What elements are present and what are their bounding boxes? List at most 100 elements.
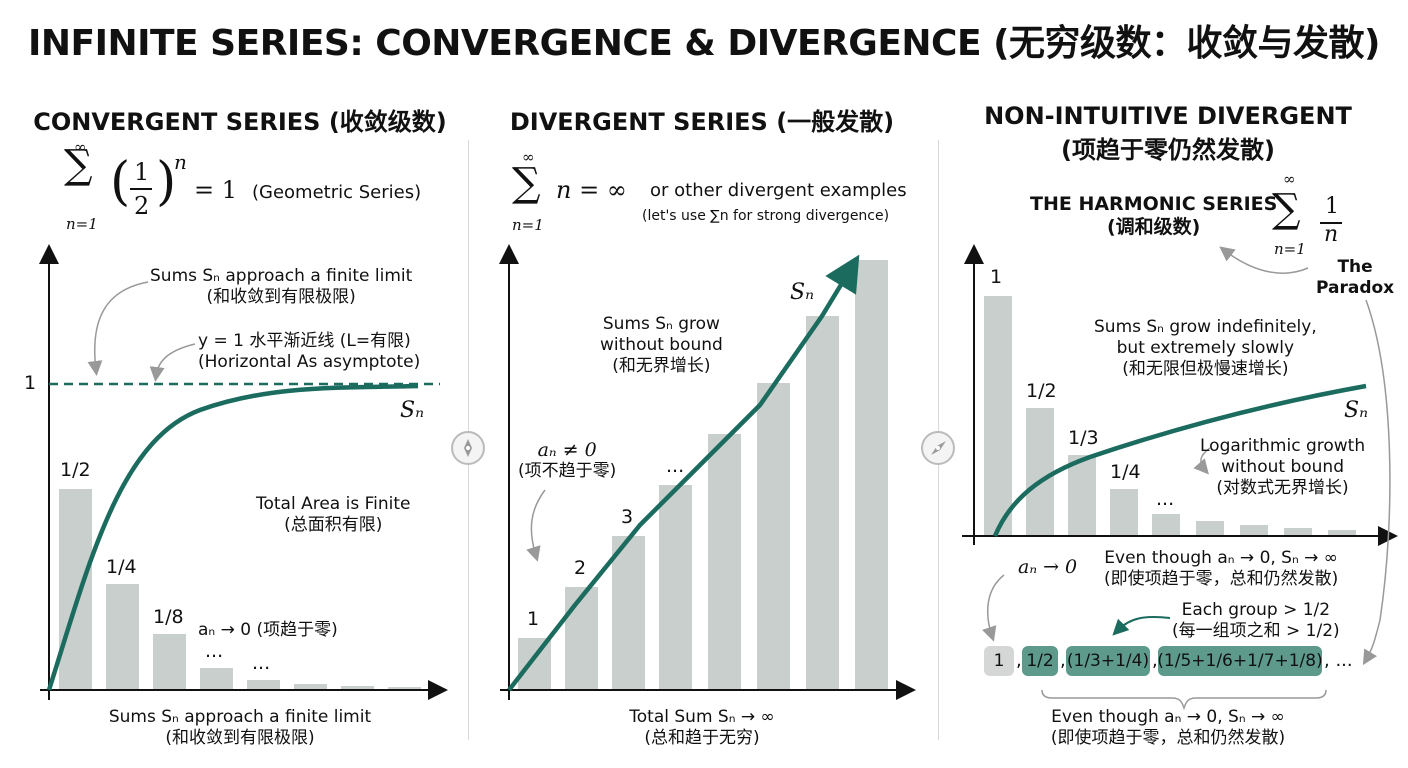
panel1-frac-den: 2: [134, 192, 150, 220]
panel3-chip-sep-4: , ...: [1324, 650, 1353, 671]
panel3-bar-5: [1152, 514, 1180, 536]
panel3-frac-num: 1: [1325, 194, 1339, 219]
panel3-bar-label-2: 1/2: [1026, 380, 1057, 402]
panel1-frac-num: 1: [134, 158, 150, 186]
panel1-paren-left: (: [110, 152, 131, 212]
panel2-sum-top: ∞: [522, 148, 535, 166]
panel1-bar-4: [200, 668, 233, 690]
panel2-bar-2: [565, 587, 598, 690]
panel1-bar-8: [388, 687, 421, 690]
panel1-bar-1: [59, 489, 92, 690]
panel2-bar-label-2: 2: [574, 557, 587, 579]
panel1-callout-arrow: [87, 281, 149, 376]
panel1-curve-label: Sₙ: [400, 398, 424, 423]
panel3-bar-8: [1284, 528, 1312, 536]
panel1-bar-6: [294, 684, 327, 690]
panel3-even-note: Even though aₙ → 0, Sₙ → ∞ (即使项趋于零，总和仍然发散…: [1104, 548, 1339, 589]
panel2-sum-sigma: ∑: [512, 160, 541, 206]
panel2-bar-4: [659, 485, 692, 690]
panel2-bar-5: [708, 434, 741, 690]
panel1-an-note: aₙ → 0 (项趋于零): [198, 620, 338, 640]
panel3-bar-2: [1026, 408, 1054, 536]
panel3-bottom-note: Even though aₙ → 0, Sₙ → ∞ (即使项趋于零，总和仍然发散…: [1050, 707, 1286, 748]
panel2-bar-label-4: ...: [666, 455, 685, 477]
panel2-an-note: aₙ ≠ 0 (项不趋于零): [518, 439, 617, 482]
panel3-chip-3: (1/3+1/4): [1066, 646, 1150, 676]
panel1-bar-label-4: ...: [205, 640, 224, 662]
panel1-bar-3: [153, 634, 186, 690]
panel3-bar-9: [1328, 530, 1356, 536]
panel3-bar-6: [1196, 521, 1224, 536]
panel2-chart: [499, 244, 916, 700]
panel1-eq: = 1: [194, 176, 238, 204]
panel3-paradox-arrow-2: [1362, 299, 1391, 666]
panel2-bar-6: [757, 383, 790, 690]
panel3-bar-3: [1068, 455, 1096, 536]
panel3-chip-sep-3: ,: [1152, 650, 1158, 671]
panel1-formula-note: (Geometric Series): [252, 182, 422, 203]
panel2-bottom-note: Total Sum Sₙ → ∞ (总和趋于无穷): [629, 707, 775, 748]
panel1-bar-5: [247, 680, 280, 690]
panel3-grow-note: Sums Sₙ grow indefinitely, but extremely …: [1094, 317, 1317, 379]
panel1-bar-label-2: 1/4: [106, 556, 137, 578]
compass-icon-2[interactable]: [921, 431, 955, 465]
panel3-bar-label-1: 1: [990, 266, 1003, 288]
panel3-log-note: Logarithmic growth without bound (对数式无界增长): [1200, 436, 1366, 498]
panel1-sum-sigma: ∑: [64, 142, 93, 188]
compass-icon[interactable]: [451, 431, 485, 465]
panel3-bar-7: [1240, 525, 1268, 536]
panel1-sum-top: ∞: [74, 138, 87, 156]
panel1-bar-label-1: 1/2: [60, 459, 91, 481]
panel2-formula-main: n = ∞: [556, 176, 627, 204]
panel1-bar-label-5: ...: [252, 652, 271, 674]
panel1-chart: [39, 244, 448, 700]
panel1-frac-bar: [130, 188, 152, 190]
panel3-log-arrow: [1193, 447, 1211, 475]
panel2-bar-3: [612, 536, 645, 690]
panel2-sum-bottom: n=1: [512, 216, 544, 234]
panel3-chip-sep-2: ,: [1060, 650, 1066, 671]
panel2-bar-label-3: 3: [621, 506, 634, 528]
panel1-area-note: Total Area is Finite (总面积有限): [256, 494, 411, 535]
panel3-chip-4: (1/5+1/6+1/7+1/8): [1157, 646, 1323, 676]
panel3-bar-label-5: ...: [1156, 488, 1175, 510]
panel3-chip-2: 1/2: [1022, 646, 1058, 676]
panel1-bar-label-3: 1/8: [153, 606, 184, 628]
panel2-bar-8: [855, 260, 888, 690]
panel3-bar-4: [1110, 489, 1138, 536]
panel1-curve: [46, 383, 419, 691]
panel2-grow-note: Sums Sₙ grow without bound (和无界增长): [600, 314, 723, 376]
panel3-bar-label-3: 1/3: [1068, 427, 1099, 449]
panel2-title: DIVERGENT SERIES (一般发散): [509, 108, 895, 136]
page-title: INFINITE SERIES: CONVERGENCE & DIVERGENC…: [27, 23, 1381, 64]
panel3-sum-top: ∞: [1283, 170, 1296, 188]
panel2-curve-label: Sₙ: [790, 280, 814, 305]
panel1-title: CONVERGENT SERIES (收敛级数): [33, 108, 447, 136]
panel2-callout-arrow: [526, 489, 546, 562]
panel3-chip-sep-1: ,: [1016, 650, 1022, 671]
panel1-asym-arrow: [149, 343, 196, 382]
panel2-curve: [507, 254, 860, 692]
panel1-bar-2: [106, 584, 139, 690]
panel1-asymptote-label: y = 1 水平渐近线 (L=有限) (Horizontal As asympto…: [198, 331, 421, 372]
panel3-group-note: Each group > 1/2 (每一组项之和 > 1/2): [1172, 600, 1340, 641]
panel3-bar-label-4: 1/4: [1110, 461, 1141, 483]
panel3-chart: [962, 244, 1398, 711]
panel2-formula-note2: (let's use ∑n for strong divergence): [642, 208, 890, 224]
panel2-bar-1: [518, 638, 551, 690]
panel1-bottom-note: Sums Sₙ approach a finite limit (和收敛到有限极限…: [108, 707, 372, 748]
panel3-curve: [992, 383, 1367, 537]
panel2-formula-note: or other divergent examples: [650, 180, 907, 201]
panel3-chip-1: 1: [984, 646, 1014, 676]
panel3-paradox: The Paradox: [1316, 257, 1395, 298]
panel1-exp: n: [174, 150, 187, 174]
panel3-sum-sigma: ∑: [1272, 186, 1301, 232]
panel1-y-tick: 1: [24, 372, 37, 394]
panel3-bar-1: [984, 296, 1012, 536]
panel3-group-arrow: [1112, 615, 1171, 636]
panel2-bar-7: [806, 316, 839, 690]
panel2-bar-label-1: 1: [527, 608, 540, 630]
panel3-an-arrow: [982, 574, 1005, 642]
panel1-limit-note: Sums Sₙ approach a finite limit (和收敛到有限极限…: [150, 266, 413, 307]
